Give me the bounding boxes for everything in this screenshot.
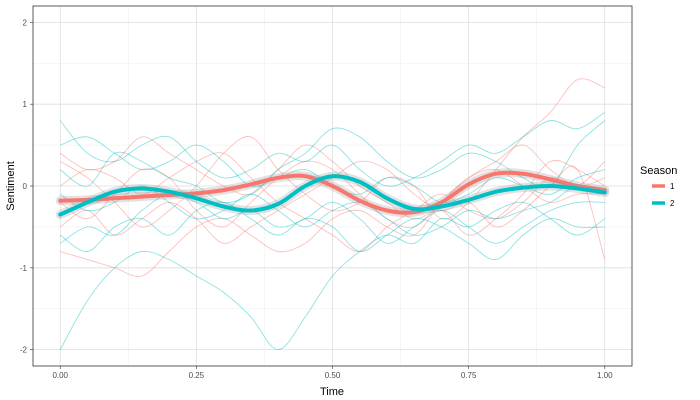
x-tick-label: 1.00 [597,371,613,380]
legend: Season 1 2 [640,165,677,208]
x-tick-label: 0.25 [189,371,205,380]
trajectory-line-season-1 [59,136,606,236]
x-axis-ticks: 0.00 0.25 0.50 0.75 1.00 [52,366,613,380]
smooth-line-season-2 [58,174,607,217]
y-axis-ticks: -2 -1 0 1 2 [20,18,33,355]
legend-label-1: 1 [670,182,675,191]
smoothed-season-lines [55,168,610,220]
legend-label-2: 2 [670,199,675,208]
trajectory-line-season-2 [59,112,606,187]
trajectory-line-season-2 [59,193,605,244]
trajectory-line-season-1 [59,78,605,228]
y-tick-label: 1 [23,100,28,109]
legend-title: Season [640,165,677,177]
legend-entry-2: 2 [652,199,675,208]
x-tick-label: 0.75 [461,371,477,380]
trajectory-line-season-1 [59,144,605,228]
x-tick-label: 0.00 [52,371,68,380]
y-tick-label: -1 [20,264,28,273]
y-tick-label: 0 [23,182,28,191]
y-tick-label: 2 [23,18,28,27]
legend-entry-1: 1 [652,182,675,191]
trajectory-line-season-2 [59,201,606,351]
x-axis-title: Time [320,386,344,398]
x-tick-label: 0.50 [325,371,341,380]
trajectory-line-season-2 [59,201,605,261]
y-axis-title: Sentiment [5,161,17,211]
y-tick-label: -2 [20,346,28,355]
trajectory-line-season-1 [59,152,606,252]
trajectory-line-season-1 [60,168,605,277]
smooth-line-season-1 [58,170,607,215]
